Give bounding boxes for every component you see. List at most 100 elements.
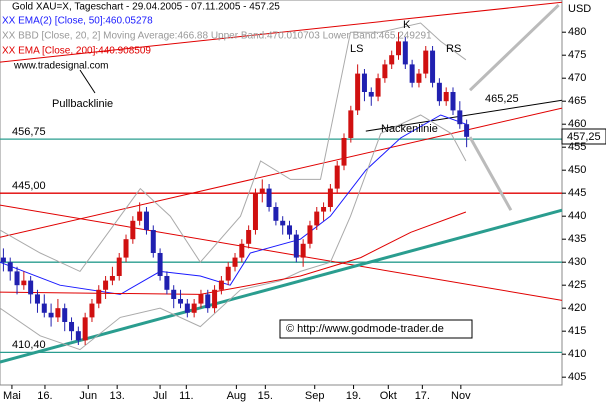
candle-body: [55, 308, 61, 318]
candle-body: [287, 225, 293, 235]
candle-body: [252, 193, 258, 230]
candle-body: [348, 110, 354, 138]
x-tick-label: 11.: [179, 390, 193, 402]
candle-body: [355, 73, 361, 111]
candle-body: [280, 220, 286, 226]
price-box: [561, 128, 606, 145]
y-tick-label: 465: [568, 95, 586, 107]
candle-body: [184, 303, 190, 313]
indicator-line: [0, 22, 467, 273]
candle-body: [430, 50, 436, 83]
y-tick-label: 480: [568, 26, 586, 38]
y-tick-label: 435: [568, 233, 586, 245]
level-label: 445,00: [12, 180, 46, 192]
x-tick-label: Jun: [79, 390, 97, 402]
x-tick-label: 15.: [258, 390, 273, 402]
candle-body: [157, 252, 163, 276]
y-tick-label: 460: [568, 118, 586, 130]
trend-line: [0, 1, 563, 63]
candle-body: [96, 289, 102, 304]
copyright: © http://www.godmode-trader.de: [286, 323, 444, 335]
candle-body: [409, 64, 415, 83]
candle-body: [450, 91, 456, 111]
trend-line: [365, 99, 563, 132]
pointer: [79, 69, 96, 94]
candle-body: [171, 289, 177, 299]
candle-body: [402, 41, 408, 65]
source: www.tradesignal.com: [13, 61, 108, 72]
candle-body: [130, 220, 136, 240]
y-tick-label: 430: [568, 256, 586, 268]
candle-body: [41, 303, 47, 313]
candle-body: [266, 188, 272, 207]
x-tick-label: 13.: [110, 390, 125, 402]
candle-body: [75, 331, 81, 341]
candle-body: [7, 262, 13, 272]
annotation: K: [403, 19, 411, 31]
x-tick-label: Nov: [451, 390, 471, 402]
candle-body: [327, 188, 333, 207]
trend-line: [468, 4, 560, 92]
candle-body: [198, 294, 204, 304]
candle-body: [464, 124, 470, 137]
level-label: 410,40: [12, 339, 46, 351]
candle-body: [436, 82, 442, 102]
candle-body: [321, 206, 327, 212]
candle-body: [212, 289, 218, 309]
level-label: 456,75: [12, 126, 46, 138]
y-tick-label: 410: [568, 348, 586, 360]
y-tick-label: 440: [568, 210, 586, 222]
candle-body: [28, 280, 34, 295]
annotation: 465,25: [485, 93, 519, 105]
candle-body: [218, 280, 224, 290]
candle-body: [416, 73, 422, 83]
candle-body: [191, 303, 197, 313]
candle-body: [21, 280, 27, 286]
candle-body: [396, 41, 402, 56]
copyright-box: [279, 319, 473, 339]
candle-body: [178, 298, 184, 304]
annotation: RS: [446, 43, 461, 55]
candle-body: [0, 257, 6, 263]
candle-body: [116, 257, 122, 276]
y-tick-label: 415: [568, 325, 586, 337]
x-tick-label: 17.: [415, 390, 430, 402]
y-tick-label: 405: [568, 371, 586, 383]
candle-body: [259, 188, 265, 194]
last-price: 457,25: [567, 131, 601, 143]
candle-body: [246, 229, 252, 244]
legend-entry: XX BBD [Close, 20, 2] Moving Average:466…: [2, 31, 432, 42]
candle-body: [389, 55, 395, 65]
candle-body: [457, 110, 463, 125]
x-tick-label: 16.: [37, 390, 52, 402]
trend-line: [0, 204, 563, 301]
annotation: Nackenlinie: [381, 123, 438, 135]
y-axis-label: USD: [568, 3, 591, 15]
candle-body: [225, 266, 231, 281]
trend-line: [468, 136, 513, 211]
chart-title: Gold XAU=X, Tageschart - 29.04.2005 - 07…: [12, 2, 280, 13]
x-tick-label: Mai: [3, 390, 21, 402]
x-tick-label: Aug: [227, 390, 247, 402]
candle-body: [143, 211, 149, 230]
candle-body: [123, 239, 129, 258]
candle-body: [109, 275, 115, 281]
trend-line: [0, 208, 563, 364]
candle-body: [34, 294, 40, 304]
annotation: LS: [350, 43, 363, 55]
candle-body: [293, 234, 299, 258]
x-tick-label: Jul: [153, 390, 167, 402]
candle-body: [150, 229, 156, 253]
candle-body: [164, 275, 170, 290]
candle-body: [314, 211, 320, 226]
y-tick-label: 445: [568, 187, 586, 199]
candle-body: [423, 50, 429, 74]
indicator-line: [0, 114, 467, 351]
candle-body: [334, 165, 340, 189]
candle-body: [62, 308, 68, 322]
candle-body: [205, 294, 211, 309]
candle-body: [14, 271, 20, 286]
legend-entry: XX EMA(2) [Close, 50]:460.05278: [2, 16, 153, 27]
candle-body: [443, 91, 449, 102]
